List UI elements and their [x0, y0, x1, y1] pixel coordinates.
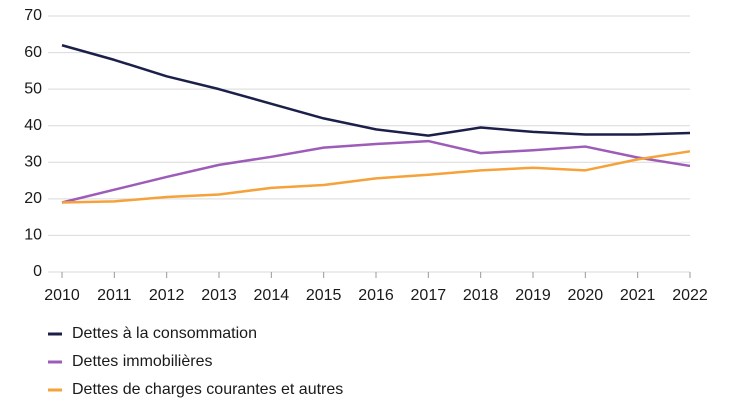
series-line [61, 139, 691, 204]
x-tick-label: 2010 [44, 287, 80, 304]
x-tick-label: 2015 [306, 287, 342, 304]
x-tick-label: 2011 [97, 287, 132, 304]
x-tick-label: 2016 [358, 287, 394, 304]
x-tick-label: 2020 [568, 287, 604, 304]
legend-label: Dettes de charges courantes et autres [72, 381, 343, 398]
y-tick-label: 70 [24, 7, 42, 24]
series-line [61, 44, 691, 137]
x-tick-label: 2013 [201, 287, 237, 304]
y-tick-label: 30 [24, 154, 42, 171]
legend-label: Dettes immobilières [72, 353, 212, 370]
x-tick-label: 2019 [515, 287, 551, 304]
legend-label: Dettes à la consommation [72, 325, 257, 342]
y-tick-label: 20 [24, 190, 42, 207]
x-tick-label: 2012 [149, 287, 185, 304]
series-line [61, 150, 691, 204]
y-tick-label: 10 [24, 227, 42, 244]
x-tick-label: 2018 [463, 287, 499, 304]
x-tick-label: 2021 [620, 287, 656, 304]
y-tick-label: 40 [24, 117, 42, 134]
x-tick-label: 2017 [411, 287, 447, 304]
y-tick-label: 50 [24, 80, 42, 97]
x-tick-label: 2022 [672, 287, 708, 304]
y-tick-label: 0 [33, 263, 42, 280]
x-tick-label: 2014 [254, 287, 290, 304]
y-tick-label: 60 [24, 44, 42, 61]
